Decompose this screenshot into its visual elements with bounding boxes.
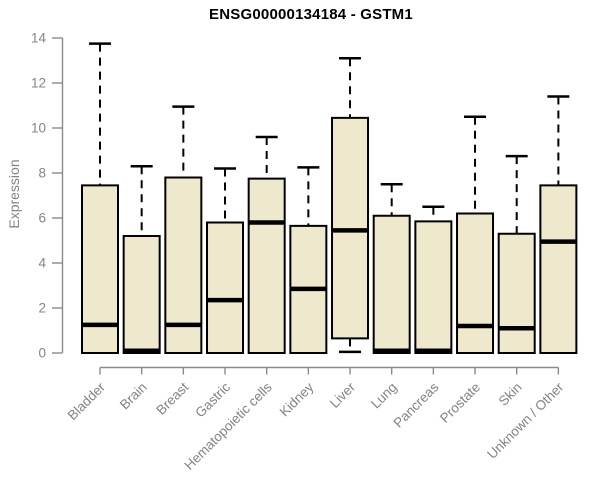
x-label-lung: Lung: [368, 380, 400, 412]
chart-title: ENSG00000134184 - GSTM1: [209, 6, 413, 23]
x-label-skin: Skin: [496, 380, 525, 409]
box-pancreas: [414, 220, 453, 354]
box-skin: [497, 232, 536, 354]
y-tick-label-2: 2: [38, 301, 46, 316]
x-label-brain: Brain: [117, 380, 150, 413]
y-tick-label-0: 0: [38, 346, 46, 361]
box-lung: [372, 214, 411, 354]
y-tick-label-8: 8: [38, 166, 46, 181]
y-tick-label-12: 12: [31, 76, 46, 91]
box-hematopoietic-cells: [247, 177, 286, 354]
x-label-gastric: Gastric: [192, 379, 233, 420]
x-label-unknown-other: Unknown / Other: [484, 379, 567, 462]
box-unknown-other: [539, 184, 578, 354]
box-brain: [122, 235, 161, 354]
y-tick-label-10: 10: [31, 121, 46, 136]
x-label-breast: Breast: [153, 379, 191, 417]
x-label-liver: Liver: [327, 379, 359, 411]
x-label-kidney: Kidney: [277, 379, 317, 419]
y-tick-label-6: 6: [38, 211, 46, 226]
y-tick-label-14: 14: [31, 31, 47, 46]
box-gastric: [206, 221, 245, 354]
x-label-prostate: Prostate: [437, 380, 483, 426]
x-label-bladder: Bladder: [65, 379, 109, 423]
box-prostate: [456, 212, 495, 354]
y-tick-label-4: 4: [38, 256, 46, 271]
x-label-pancreas: Pancreas: [391, 379, 442, 430]
box-bladder: [81, 184, 119, 354]
